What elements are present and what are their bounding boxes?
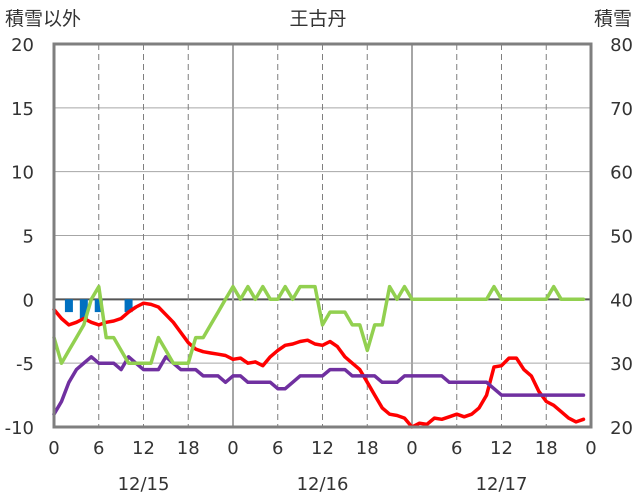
date-label: 12/15 bbox=[118, 474, 170, 495]
temperature-line bbox=[52, 301, 586, 429]
right-tick-label: 50 bbox=[610, 227, 633, 248]
series-lines bbox=[52, 284, 586, 429]
x-tick-label: 18 bbox=[177, 438, 200, 459]
x-tick-label: 0 bbox=[585, 438, 596, 459]
right-tick-label: 70 bbox=[610, 99, 633, 120]
station-title: 王古丹 bbox=[289, 8, 347, 30]
x-tick-label: 6 bbox=[451, 438, 462, 459]
left-tick-label: 20 bbox=[11, 35, 34, 56]
grid bbox=[54, 44, 591, 427]
precipitation-bar bbox=[64, 299, 73, 313]
precipitation-bar bbox=[79, 299, 88, 319]
left-axis-title: 積雪以外 bbox=[5, 8, 82, 30]
left-tick-label: -5 bbox=[16, 354, 34, 375]
precipitation-bar bbox=[94, 299, 103, 313]
date-label: 12/16 bbox=[297, 474, 349, 495]
x-tick-label: 12 bbox=[490, 438, 513, 459]
left-tick-label: 10 bbox=[11, 163, 34, 184]
right-tick-label: 80 bbox=[610, 35, 633, 56]
x-tick-label: 6 bbox=[272, 438, 283, 459]
x-tick-label: 6 bbox=[93, 438, 104, 459]
plot-frame bbox=[52, 42, 593, 429]
right-tick-label: 40 bbox=[610, 290, 633, 311]
x-tick-label: 0 bbox=[48, 438, 59, 459]
precipitation-bar bbox=[124, 299, 133, 313]
x-tick-label: 0 bbox=[406, 438, 417, 459]
x-tick-label: 18 bbox=[356, 438, 379, 459]
x-tick-label: 12 bbox=[311, 438, 334, 459]
left-tick-label: 15 bbox=[11, 99, 34, 120]
right-tick-label: 20 bbox=[610, 418, 633, 439]
dew_point-line bbox=[52, 355, 586, 416]
right-tick-label: 60 bbox=[610, 163, 633, 184]
right-axis-title: 積雪 bbox=[593, 8, 632, 30]
left-tick-label: -10 bbox=[5, 418, 34, 439]
x-tick-label: 0 bbox=[227, 438, 238, 459]
precipitation-bars bbox=[64, 299, 133, 319]
right-tick-label: 30 bbox=[610, 354, 633, 375]
left-tick-label: 5 bbox=[23, 227, 34, 248]
date-label: 12/17 bbox=[476, 474, 528, 495]
snow_depth-line bbox=[52, 284, 586, 365]
x-tick-label: 12 bbox=[132, 438, 155, 459]
plot-border bbox=[52, 42, 593, 429]
x-tick-label: 18 bbox=[535, 438, 558, 459]
left-tick-label: 0 bbox=[23, 290, 34, 311]
